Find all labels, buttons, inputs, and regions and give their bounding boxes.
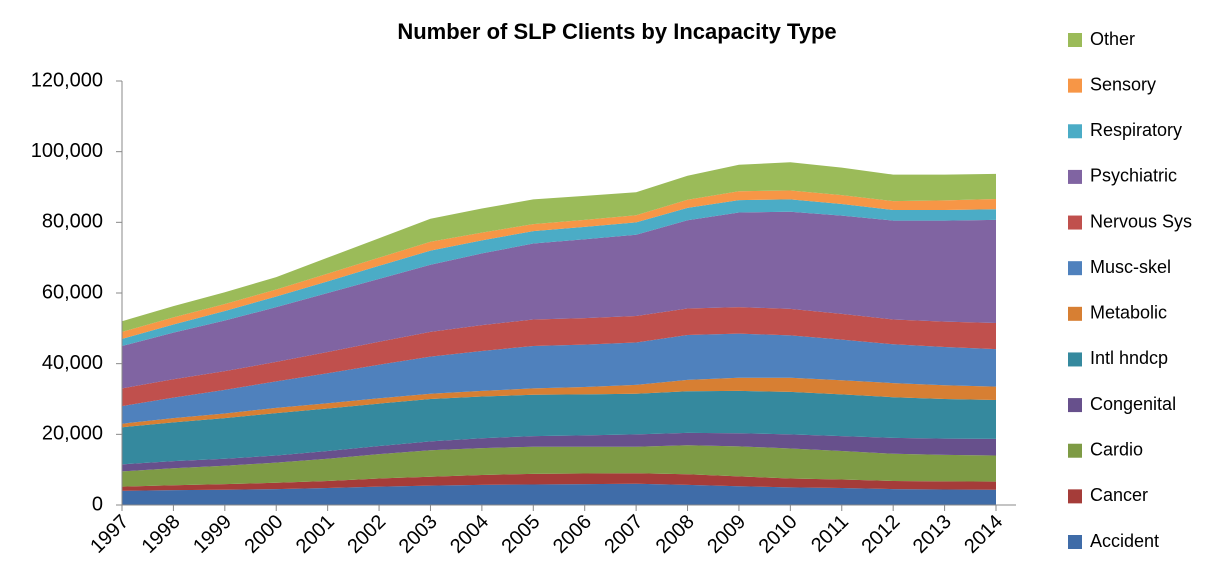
x-tick-label: 1997 xyxy=(86,511,133,558)
legend-label: Psychiatric xyxy=(1090,166,1177,186)
area xyxy=(122,390,996,465)
legend-label: Intl hndcp xyxy=(1090,348,1168,368)
legend-label: Congenital xyxy=(1090,394,1176,414)
legend-label: Nervous Sys xyxy=(1090,211,1192,231)
x-tick-label: 2004 xyxy=(446,511,493,558)
legend-label: Other xyxy=(1090,29,1135,49)
legend-swatch xyxy=(1068,306,1082,321)
legend-swatch xyxy=(1068,443,1082,458)
area xyxy=(122,199,996,346)
area xyxy=(122,483,996,505)
legend-label: Sensory xyxy=(1090,74,1156,94)
area xyxy=(122,432,996,472)
area xyxy=(122,190,996,339)
legend-swatch xyxy=(1068,169,1082,184)
x-tick-label: 2002 xyxy=(343,511,390,558)
area xyxy=(122,445,996,487)
x-tick-label: 2010 xyxy=(755,511,802,558)
x-tick-label: 2012 xyxy=(857,511,904,558)
x-tick-label: 2000 xyxy=(240,511,287,558)
y-tick-label: 60,000 xyxy=(42,281,103,303)
x-tick-label: 2011 xyxy=(807,511,853,557)
legend-swatch xyxy=(1068,78,1082,93)
y-tick-label: 0 xyxy=(92,493,103,515)
x-tick-label: 2009 xyxy=(703,511,750,558)
legend-label: Musc-skel xyxy=(1090,257,1171,277)
x-tick-label: 2013 xyxy=(909,511,956,558)
legend-swatch xyxy=(1068,489,1082,504)
area xyxy=(122,162,996,332)
legend-label: Accident xyxy=(1090,531,1159,551)
x-tick-label: 2005 xyxy=(498,511,545,558)
x-tick-label: 1999 xyxy=(189,511,236,558)
legend-swatch xyxy=(1068,33,1082,47)
x-tick-label: 2007 xyxy=(600,511,647,558)
x-tick-label: 2006 xyxy=(549,511,596,558)
y-tick-label: 20,000 xyxy=(42,423,103,445)
y-tick-label: 40,000 xyxy=(42,352,103,374)
area xyxy=(122,307,996,407)
x-tick-label: 2014 xyxy=(960,511,1007,558)
legend-swatch xyxy=(1068,261,1082,276)
x-tick-label: 2003 xyxy=(395,511,442,558)
x-tick-label: 2001 xyxy=(292,511,339,558)
legend-label: Cancer xyxy=(1090,485,1148,505)
legend-swatch xyxy=(1068,124,1082,139)
x-tick-label: 1998 xyxy=(138,511,185,558)
legend-swatch xyxy=(1068,215,1082,230)
area xyxy=(122,473,996,491)
y-tick-label: 100,000 xyxy=(31,140,103,162)
legend-swatch xyxy=(1068,535,1082,549)
legend-swatch xyxy=(1068,398,1082,413)
legend-label: Metabolic xyxy=(1090,303,1167,323)
chart-title: Number of SLP Clients by Incapacity Type xyxy=(397,19,836,44)
legend-label: Cardio xyxy=(1090,439,1143,459)
area xyxy=(122,211,996,389)
y-tick-label: 120,000 xyxy=(31,69,103,91)
area xyxy=(122,333,996,424)
x-tick-label: 2008 xyxy=(652,511,699,558)
legend-swatch xyxy=(1068,352,1082,367)
area xyxy=(122,377,996,428)
legend-label: Respiratory xyxy=(1090,120,1182,140)
y-tick-label: 80,000 xyxy=(42,211,103,233)
